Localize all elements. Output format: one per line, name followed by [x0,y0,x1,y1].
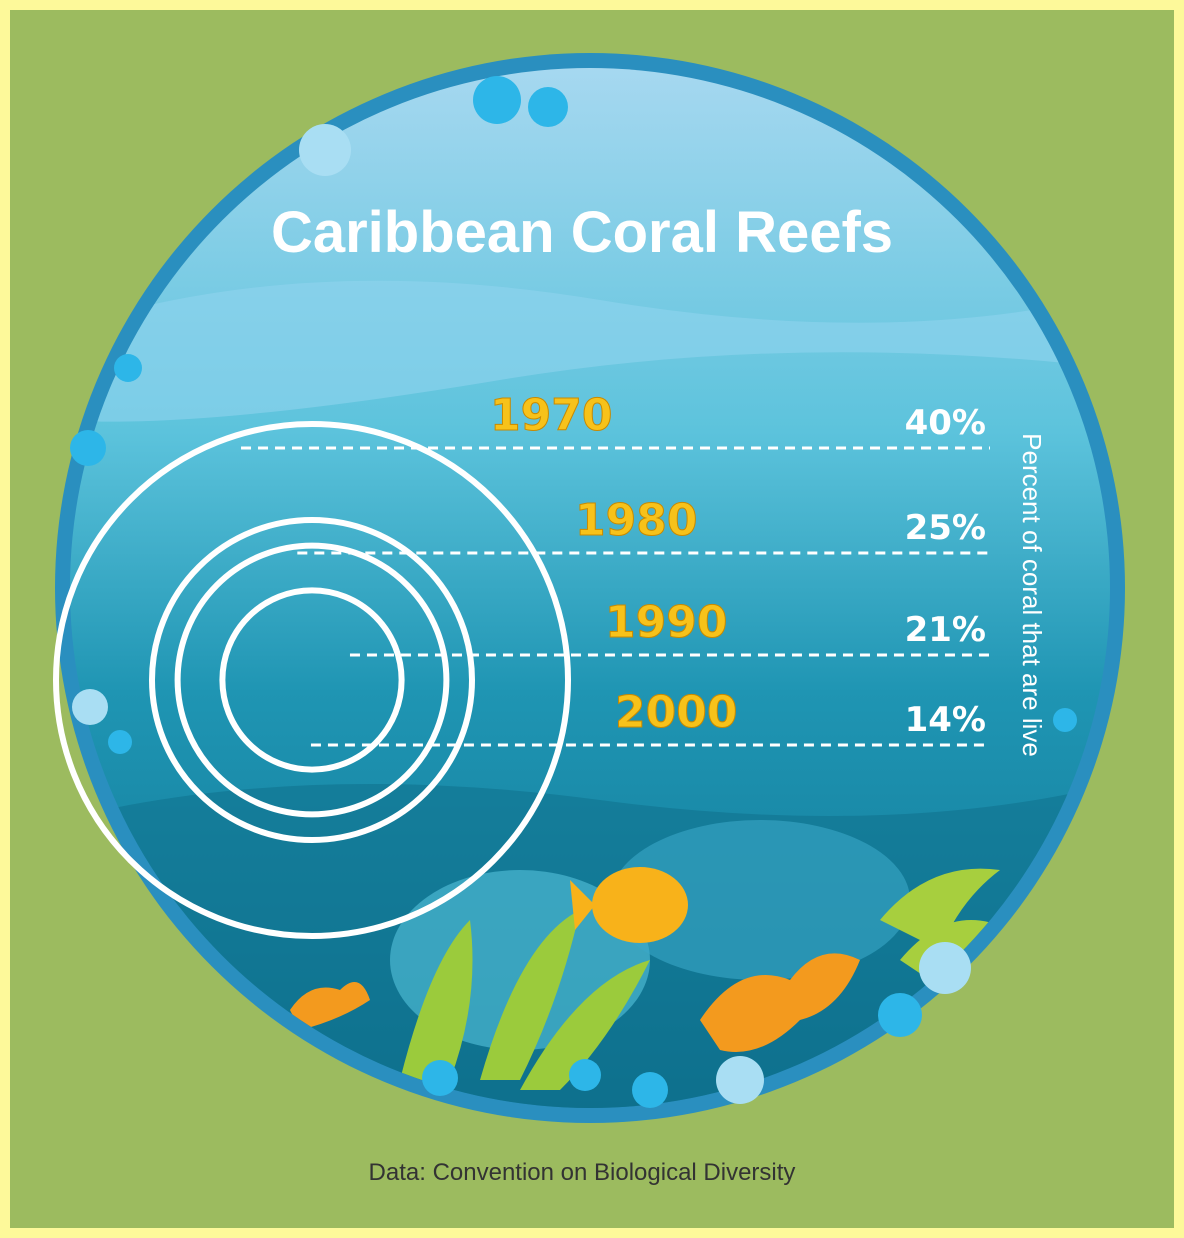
value-label: 40% [905,403,986,443]
value-label: 14% [905,700,986,740]
category-label: 1990 [605,597,727,648]
value-circle [174,542,450,818]
value-label: 25% [905,508,986,548]
category-label: 2000 [615,687,737,738]
chart-title: Caribbean Coral Reefs [271,200,893,265]
y-axis-label: Percent of coral that are live [1017,433,1047,757]
source-note: Data: Convention on Biological Diversity [369,1159,796,1186]
value-circle [149,517,475,843]
category-label: 1980 [575,495,697,546]
category-label: 1970 [490,390,612,441]
value-circle [219,587,405,773]
value-circle [53,421,571,939]
value-label: 21% [905,610,986,650]
bubbles [70,76,1077,1108]
